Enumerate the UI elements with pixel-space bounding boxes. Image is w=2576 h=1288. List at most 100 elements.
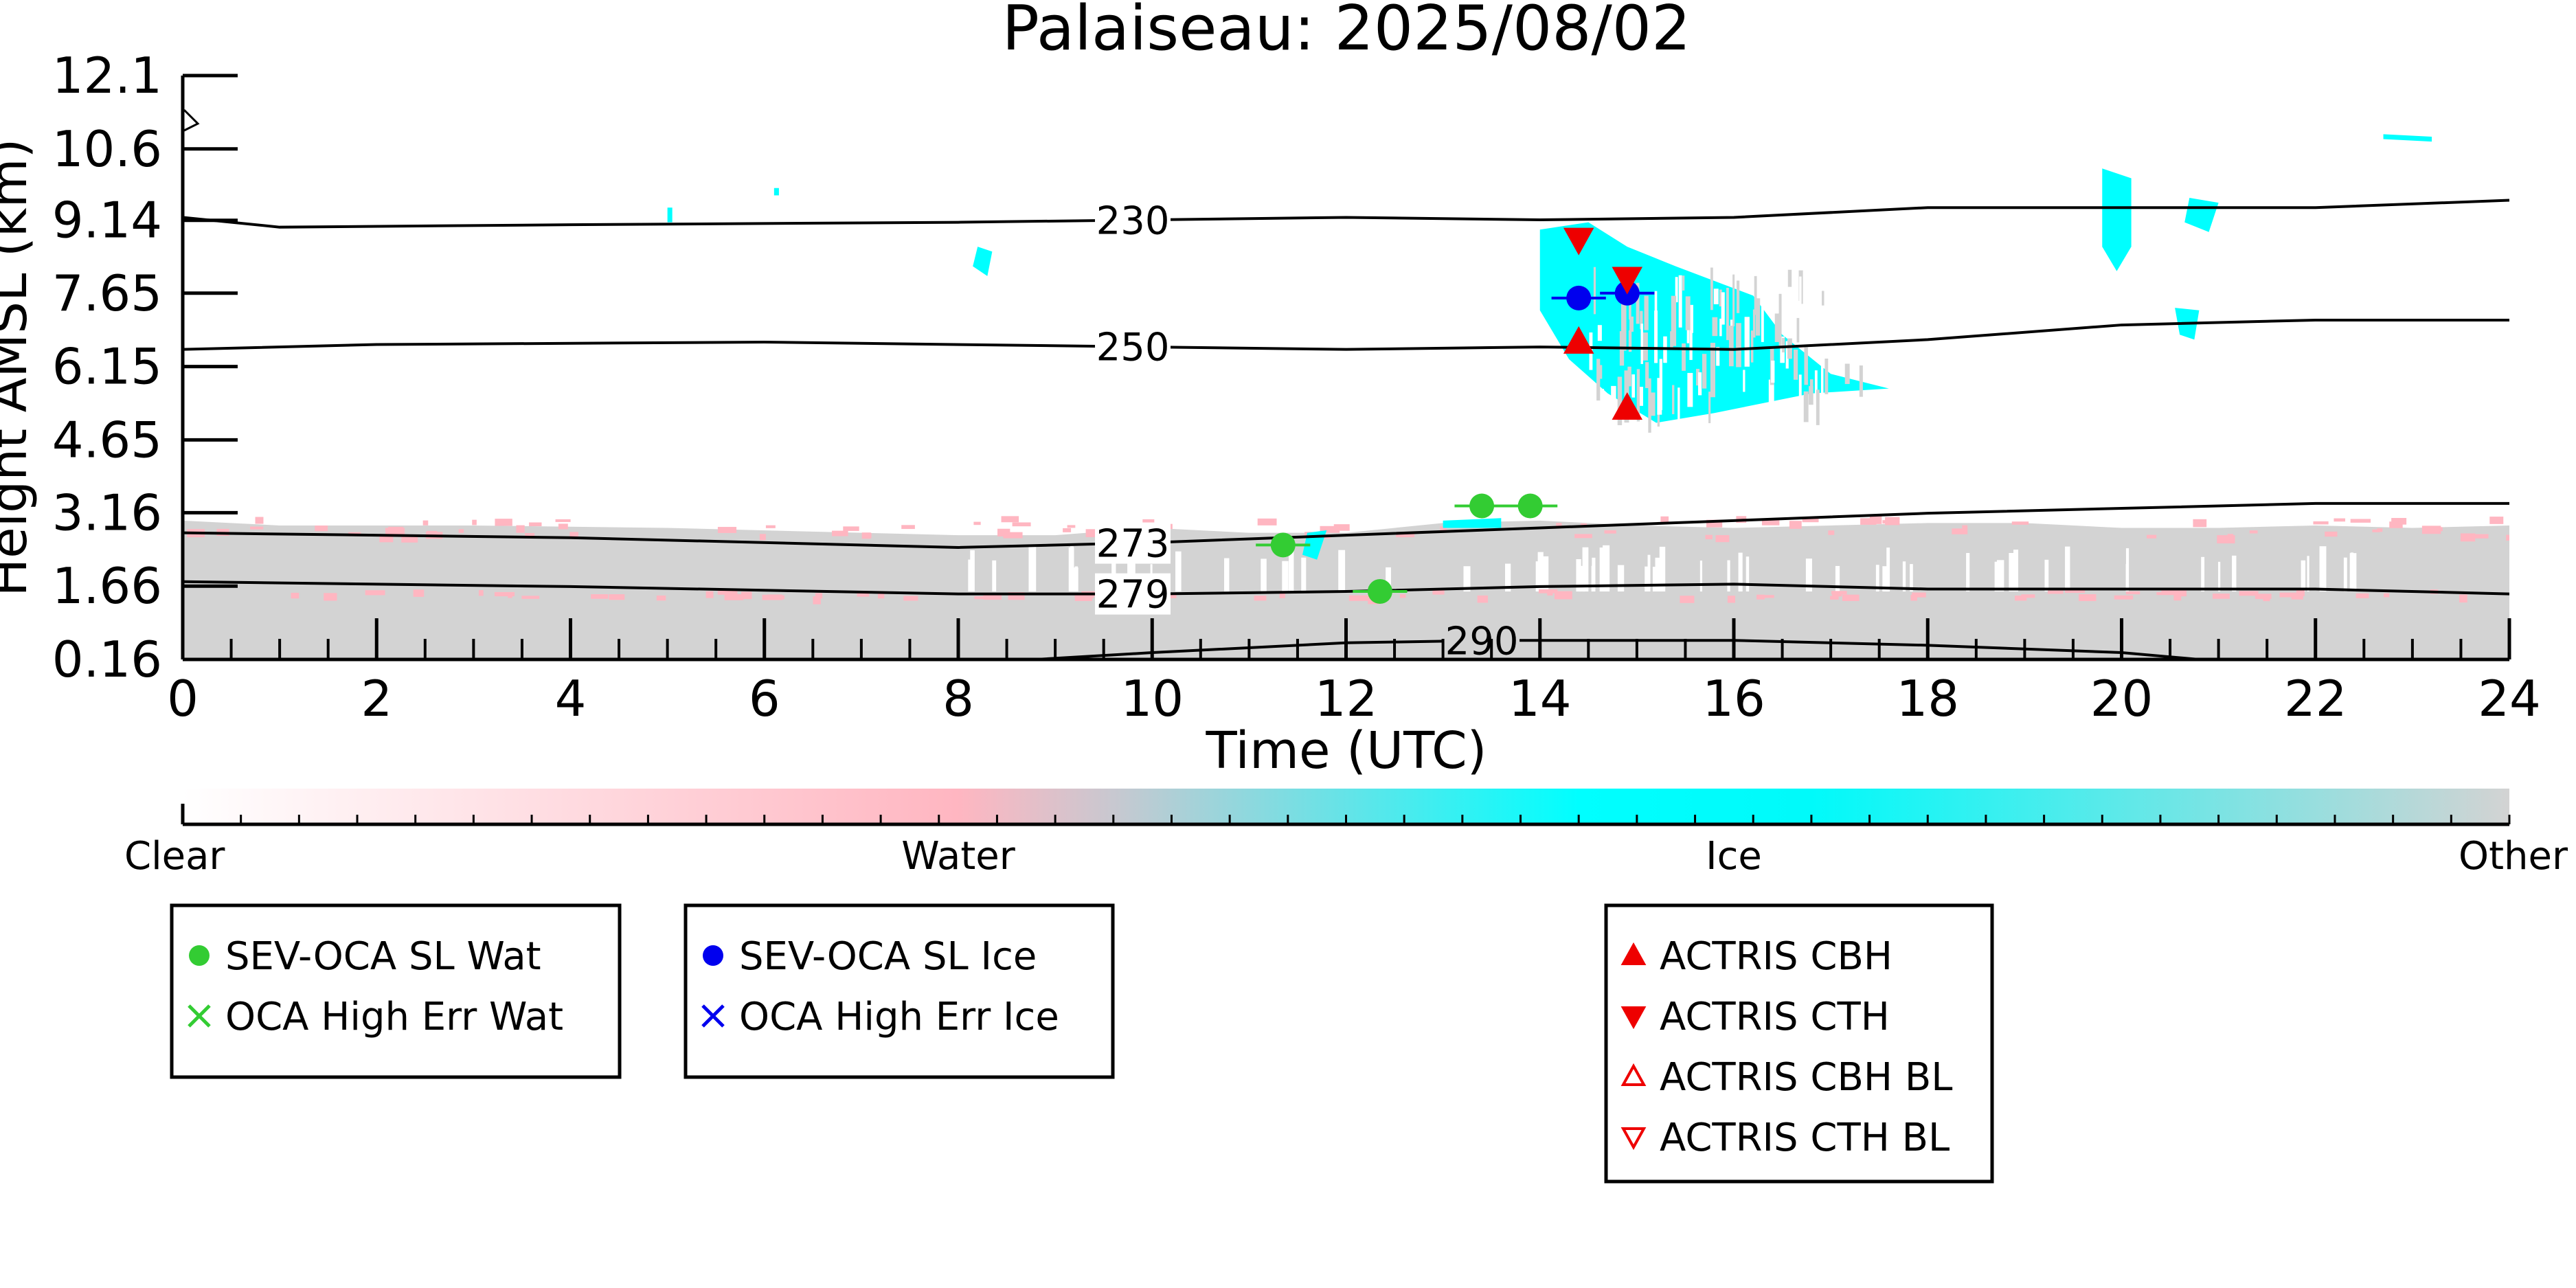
- water-class-speck: [1660, 516, 1669, 525]
- clear-gap: [1542, 556, 1549, 592]
- water-class-speck: [422, 520, 429, 526]
- water-class-speck: [877, 591, 885, 599]
- water-class-speck: [741, 591, 752, 600]
- clear-gap: [1599, 547, 1605, 592]
- ice-class-region: [1443, 518, 1502, 528]
- water-class-speck: [609, 594, 625, 600]
- legend-entry: SEV-OCA SL Ice: [703, 934, 1037, 979]
- water-class-speck: [508, 594, 512, 598]
- clear-gap: [1291, 550, 1294, 592]
- ice-texture-streak: [1837, 329, 1842, 355]
- water-class-speck: [1706, 519, 1723, 528]
- ice-texture-streak: [1798, 374, 1802, 421]
- water-class-speck: [717, 527, 737, 533]
- water-class-speck: [1003, 532, 1023, 539]
- legend-box-1: SEV-OCA SL Wat OCA High Err Wat: [170, 903, 622, 1079]
- y-tick-label: 1.66: [52, 557, 162, 615]
- clear-gap: [970, 550, 975, 592]
- legend-marker-circle: [703, 945, 723, 966]
- water-class-speck: [832, 530, 848, 536]
- ice-texture-streak: [1824, 359, 1829, 394]
- water-class-speck: [558, 523, 568, 530]
- legend-marker-circle: [189, 945, 210, 966]
- water-class-speck: [1538, 589, 1558, 594]
- clear-gap: [1463, 566, 1471, 592]
- ice-texture-streak: [1657, 378, 1662, 415]
- water-class-speck: [2391, 518, 2407, 525]
- water-class-speck: [1860, 518, 1877, 525]
- water-class-speck: [591, 594, 609, 599]
- ice-texture-streak: [1685, 296, 1691, 330]
- clear-gap: [1738, 552, 1743, 592]
- ice-texture-streak: [1820, 357, 1824, 407]
- clear-gap: [1652, 567, 1657, 592]
- x-tick-label: 14: [1509, 670, 1572, 727]
- water-class-speck: [2079, 594, 2097, 602]
- clear-gap: [1659, 546, 1666, 592]
- ice-texture-streak: [1803, 391, 1809, 422]
- clear-gap: [2013, 550, 2019, 592]
- contour-label-bg: [1095, 326, 1171, 368]
- water-class-speck: [2291, 596, 2303, 600]
- classification-background: [183, 134, 2509, 659]
- legend-label: ACTRIS CBH: [1660, 934, 1893, 979]
- legend-label: ACTRIS CBH BL: [1660, 1055, 1952, 1100]
- water-class-speck: [1574, 534, 1592, 539]
- x-tick-label: 20: [2090, 670, 2154, 727]
- water-class-speck: [413, 589, 425, 597]
- clear-gap: [1699, 561, 1703, 592]
- axes: 0 2 4 6 8 10 12 14 16 18 20 22 240.161.663.164.656.1…: [52, 47, 2541, 727]
- water-class-speck: [1842, 594, 1860, 601]
- marker-sev-oca-sl-wat: [1454, 493, 1509, 519]
- water-class-speck: [250, 526, 264, 530]
- legend-entry: ACTRIS CTH: [1620, 995, 1890, 1039]
- water-class-speck: [2350, 519, 2371, 523]
- water-class-speck: [478, 590, 484, 596]
- water-class-speck: [1254, 596, 1267, 601]
- clear-gap: [1745, 556, 1750, 592]
- x-tick-label: 22: [2284, 670, 2347, 727]
- ice-texture-streak: [1682, 343, 1686, 371]
- water-class-speck: [324, 593, 337, 601]
- clear-gap: [2319, 546, 2327, 592]
- ice-texture-streak: [1743, 370, 1745, 392]
- water-class-speck: [974, 596, 993, 600]
- ice-texture-streak: [1755, 298, 1761, 336]
- contour-line-273: [183, 501, 2509, 549]
- contour-line-250: [183, 318, 2509, 351]
- ice-texture-streak: [1822, 291, 1824, 306]
- water-class-speck: [1869, 516, 1882, 524]
- legend-label: SEV-OCA SL Wat: [225, 934, 541, 979]
- ice-texture-streak: [1736, 280, 1740, 313]
- legend-marker-triangle-up: [1620, 1063, 1647, 1086]
- ice-texture-streak: [1640, 324, 1643, 364]
- legend-entry: ACTRIS CBH: [1620, 934, 1893, 979]
- water-class-speck: [857, 592, 870, 597]
- contour-line-279: [183, 580, 2509, 596]
- water-class-speck: [1680, 596, 1695, 603]
- ice-texture-streak: [1793, 349, 1798, 380]
- water-class-speck: [815, 593, 823, 599]
- ice-texture-streak: [1726, 287, 1729, 341]
- water-class-speck: [656, 595, 666, 601]
- clear-gap: [1577, 566, 1585, 592]
- x-tick-label: 18: [1896, 670, 1959, 727]
- ice-texture-streak: [1638, 387, 1643, 406]
- ice-texture-streak: [1710, 342, 1716, 398]
- ice-texture-streak: [1843, 290, 1849, 315]
- ice-texture-streak: [1636, 369, 1640, 422]
- water-class-speck: [973, 521, 981, 526]
- marker-sev-oca-sl-wat: [1353, 579, 1408, 605]
- clear-gap: [1127, 547, 1133, 592]
- colorbar-label-other: Other: [2459, 834, 2568, 879]
- water-class-speck: [2217, 535, 2235, 544]
- ice-texture-streak: [1654, 291, 1658, 319]
- y-tick-label: 0.16: [52, 631, 162, 688]
- water-class-speck: [1952, 528, 1968, 534]
- y-tick-label: 12.1: [52, 47, 162, 104]
- water-class-speck: [1142, 519, 1155, 526]
- ice-texture-streak: [1778, 293, 1782, 348]
- ice-texture-streak: [1689, 304, 1693, 333]
